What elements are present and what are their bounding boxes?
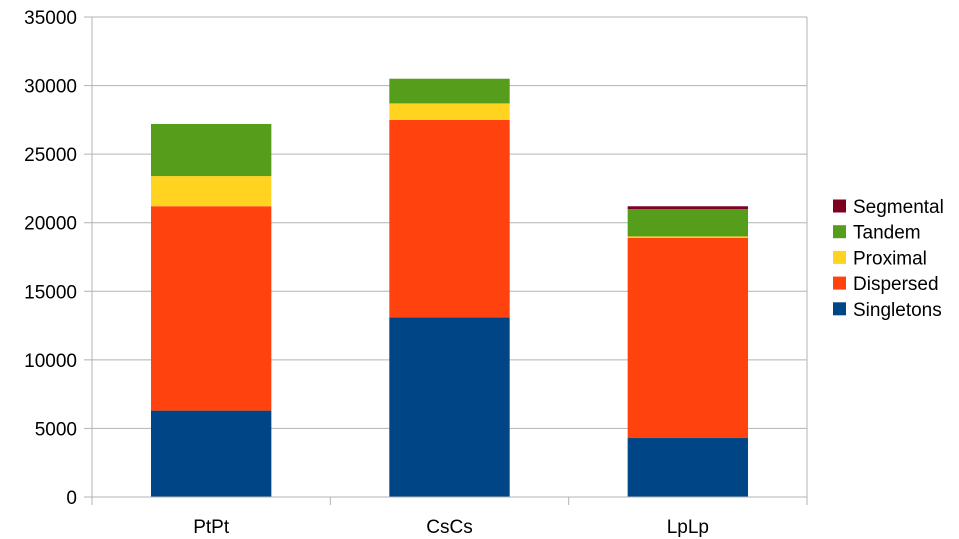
x-axis-tick-labels: PtPt CsCs LpLp	[193, 517, 709, 538]
y-tick-label: 20000	[24, 214, 77, 235]
legend-label-segmental: Segmental	[853, 197, 944, 218]
x-tick-label: LpLp	[667, 517, 709, 538]
bar-tandem-lplp	[627, 209, 749, 237]
y-axis-tick-labels: 0 5000 10000 15000 20000 25000 30000 35000	[24, 8, 77, 509]
bar-proximal-lplp	[627, 236, 749, 238]
legend-label-tandem: Tandem	[853, 223, 921, 244]
bar-segmental-lplp	[627, 206, 749, 209]
bar-singletons-ptpt	[150, 410, 272, 497]
legend: Segmental Tandem Proximal Dispersed Singleto…	[833, 197, 944, 321]
legend-swatch-tandem	[833, 225, 846, 239]
bar-tandem-cscs	[389, 78, 510, 104]
bar-dispersed-cscs	[389, 119, 510, 318]
bar-singletons-cscs	[389, 317, 510, 497]
legend-swatch-dispersed	[833, 276, 846, 290]
y-tick-label: 35000	[24, 8, 77, 29]
legend-swatch-proximal	[833, 250, 846, 264]
bar-singletons-lplp	[627, 438, 749, 497]
axes	[84, 16, 808, 505]
y-tick-label: 5000	[35, 419, 77, 440]
bar-dispersed-ptpt	[150, 206, 272, 411]
bar-proximal-cscs	[389, 103, 510, 120]
y-tick-label: 15000	[24, 282, 77, 303]
bars	[150, 78, 749, 497]
y-tick-label: 0	[66, 488, 77, 509]
legend-label-singletons: Singletons	[853, 300, 942, 321]
bar-dispersed-lplp	[627, 237, 749, 439]
y-tick-label: 30000	[24, 77, 77, 98]
x-tick-label: PtPt	[193, 517, 230, 538]
legend-swatch-segmental	[833, 199, 846, 213]
bar-proximal-ptpt	[150, 176, 272, 207]
bar-tandem-ptpt	[150, 123, 272, 177]
y-tick-label: 25000	[24, 145, 77, 166]
y-tick-label: 10000	[24, 351, 77, 372]
legend-label-dispersed: Dispersed	[853, 274, 939, 295]
legend-label-proximal: Proximal	[853, 248, 927, 269]
legend-swatch-singletons	[833, 302, 846, 316]
x-tick-label: CsCs	[426, 517, 472, 538]
